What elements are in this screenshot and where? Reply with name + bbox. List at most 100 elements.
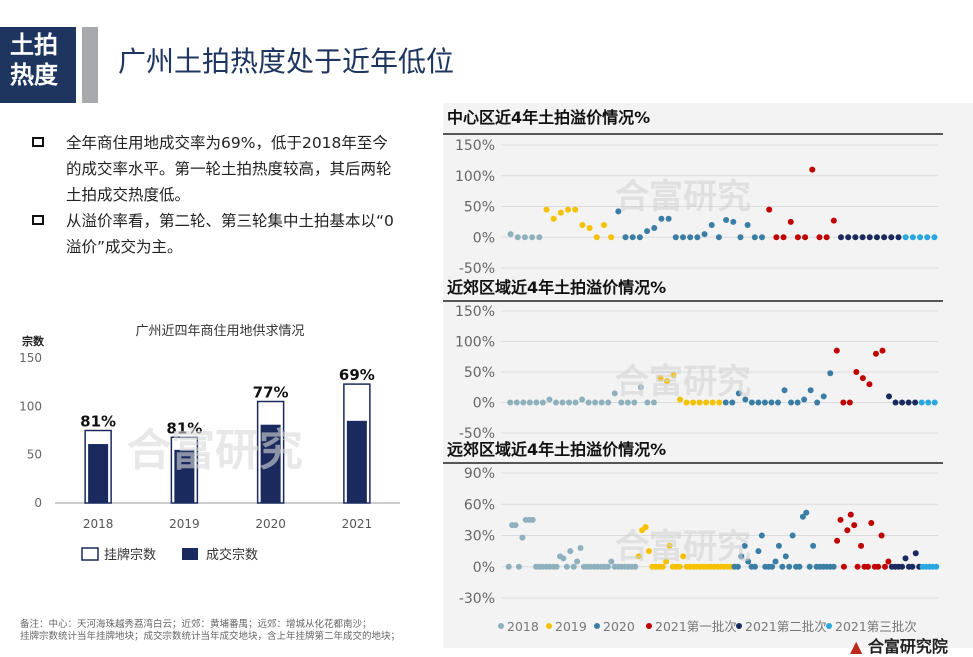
scatter-point: [755, 399, 762, 406]
scatter-point: [881, 234, 888, 241]
scatter-point: [779, 563, 786, 570]
scatter-point: [742, 396, 749, 403]
scatter-point: [507, 231, 514, 238]
scatter-point: [806, 563, 813, 570]
scatter-point: [851, 522, 858, 529]
scatter-point: [657, 375, 664, 382]
bullet-item: 全年商住用地成交率为69%，低于2018年至今的成交率水平。第一轮土拍热度较高，…: [32, 130, 402, 208]
scatter-point: [780, 234, 787, 241]
scatter-point: [592, 399, 599, 406]
scatter-point: [637, 384, 644, 391]
scatter-point: [789, 532, 796, 539]
scatter-point: [579, 396, 586, 403]
scatter-point: [723, 217, 730, 224]
scatter-point: [751, 234, 758, 241]
scatter-point: [636, 234, 643, 241]
scatter-point: [796, 563, 803, 570]
section-tag-label: 土拍热度: [10, 31, 58, 89]
scatter-point: [872, 350, 879, 357]
scatter-point: [635, 553, 642, 560]
scatter-y-tick-label: 100%: [455, 335, 495, 351]
scatter-point: [788, 399, 795, 406]
scatter-y-tick-label: 50%: [464, 200, 495, 216]
bullet-text: 全年商住用地成交率为69%，低于2018年至今的成交率水平。第一轮土拍热度较高，…: [66, 134, 392, 204]
bar-x-tick-label: 2020: [255, 517, 286, 531]
scatter-point: [507, 399, 514, 406]
bar-y-tick-label: 50: [27, 448, 42, 462]
scatter-point: [864, 563, 871, 570]
scatter-point: [905, 399, 912, 406]
scatter-y-tick-label: -50%: [459, 261, 495, 277]
bar-sold: [346, 420, 367, 503]
scatter-point: [708, 221, 715, 228]
scatter-point: [701, 231, 708, 238]
scatter-point: [608, 234, 615, 241]
scatter-point: [840, 563, 847, 570]
section-tag-bar: [82, 27, 98, 103]
scatter-point: [672, 234, 679, 241]
legend-series-marker: [498, 623, 504, 629]
scatter-point: [570, 563, 577, 570]
scatter-point: [909, 234, 916, 241]
scatter-point: [759, 234, 766, 241]
scatter-point: [816, 234, 823, 241]
scatter-point: [574, 558, 581, 565]
scatter-point: [539, 399, 546, 406]
premium-chart-panel: [443, 103, 973, 648]
scatter-point: [546, 396, 553, 403]
scatter-point: [670, 372, 677, 379]
scatter-point: [807, 387, 814, 394]
scatter-point: [513, 399, 520, 406]
legend-series-marker: [546, 623, 552, 629]
scatter-point: [600, 221, 607, 228]
scatter-point: [735, 390, 742, 397]
scatter-point: [741, 542, 748, 549]
scatter-point: [665, 215, 672, 222]
scatter-point: [729, 399, 736, 406]
scatter-point: [925, 399, 932, 406]
legend-series-label: 2021第一批次: [655, 619, 737, 634]
watermark-text: 合富研究: [127, 425, 303, 476]
legend-listed-label: 挂牌宗数: [104, 547, 156, 563]
scatter-point: [794, 399, 801, 406]
scatter-point: [543, 206, 550, 213]
bar-x-tick-label: 2019: [169, 517, 200, 531]
scatter-point: [809, 166, 816, 173]
scatter-point: [751, 563, 758, 570]
scatter-point: [787, 218, 794, 225]
bar-chart-title: 广州近四年商住用地供求情况: [135, 324, 304, 339]
scatter-point: [550, 215, 557, 222]
scatter-point: [521, 234, 528, 241]
scatter-point: [858, 542, 865, 549]
scatter-point: [598, 399, 605, 406]
scatter-point: [744, 221, 751, 228]
scatter-point: [918, 399, 925, 406]
scatter-point: [881, 563, 888, 570]
scatter-point: [658, 215, 665, 222]
scatter-point: [730, 218, 737, 225]
scatter-point: [642, 524, 649, 531]
scatter-point: [622, 234, 629, 241]
scatter-point: [892, 399, 899, 406]
scatter-point: [902, 234, 909, 241]
scatter-point: [593, 234, 600, 241]
scatter-point: [803, 509, 810, 516]
footnote-line-2: 挂牌宗数统计当年挂牌地块；成交宗数统计当年成交地块，含上年挂牌第二年成交的地块；: [20, 631, 401, 642]
scatter-point: [629, 234, 636, 241]
scatter-point: [722, 399, 729, 406]
scatter-point: [529, 516, 536, 523]
scatter-point: [553, 563, 560, 570]
scatter-point: [868, 520, 875, 526]
scatter-chart-title: 近郊区域近4年土拍溢价情况%: [447, 278, 666, 297]
bullet-item: 从溢价率看，第二轮、第三轮集中土拍基本以“0溢价”成交为主。: [32, 208, 402, 260]
legend-listed-swatch: [81, 547, 99, 561]
scatter-point: [615, 208, 622, 215]
legend-sold-swatch: [182, 548, 198, 560]
scatter-point: [888, 234, 895, 241]
legend-series-label: 2021第二批次: [745, 619, 827, 634]
page-title: 广州土拍热度处于近年低位: [118, 45, 455, 78]
scatter-point: [604, 563, 611, 570]
scatter-point: [529, 234, 536, 241]
scatter-point: [745, 558, 752, 565]
scatter-point: [820, 393, 827, 400]
